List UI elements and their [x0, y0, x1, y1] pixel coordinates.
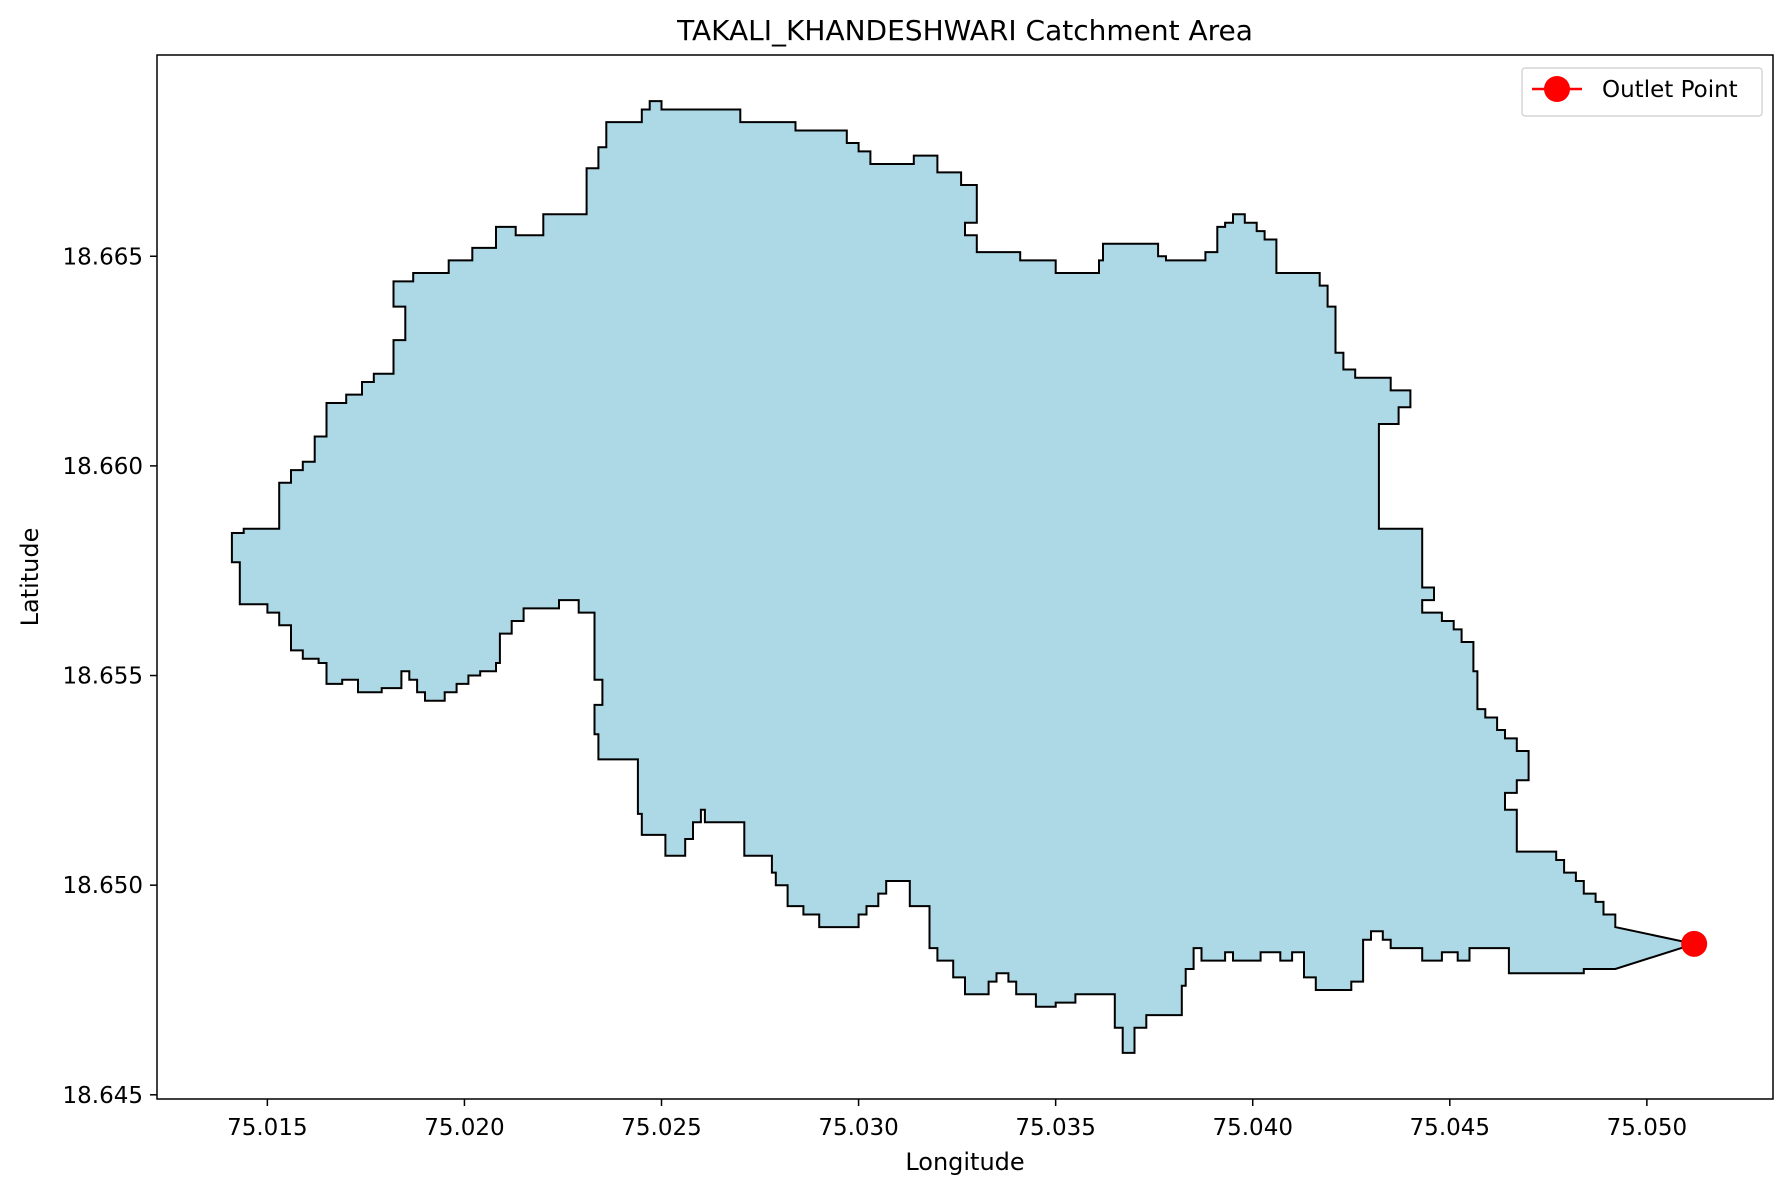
legend-label-outlet-point: Outlet Point — [1602, 77, 1738, 103]
y-tick-label: 18.650 — [63, 873, 143, 899]
x-tick-label: 75.045 — [1410, 1115, 1490, 1141]
x-tick-label: 75.020 — [424, 1115, 504, 1141]
x-tick-label: 75.015 — [227, 1115, 307, 1141]
y-tick-label: 18.645 — [63, 1083, 143, 1109]
outlet-point — [1681, 930, 1708, 957]
y-tick-label: 18.660 — [63, 454, 143, 480]
legend-box — [1521, 67, 1763, 117]
x-tick-label: 75.030 — [818, 1115, 898, 1141]
y-axis: 18.645 18.650 18.655 18.660 18.665 — [63, 244, 157, 1109]
x-tick-label: 75.035 — [1015, 1115, 1095, 1141]
y-tick-label: 18.655 — [63, 664, 143, 690]
x-axis: 75.015 75.020 75.025 75.030 75.035 75.040 75.0… — [227, 1099, 1687, 1141]
x-tick-label: 75.050 — [1607, 1115, 1687, 1141]
plot-area — [156, 54, 1774, 1100]
legend: Outlet Point — [1521, 67, 1763, 117]
outlet-point-marker — [1681, 930, 1708, 957]
catchment-polygon — [230, 100, 1699, 1054]
chart-title: TAKALI_KHANDESHWARI Catchment Area — [676, 14, 1253, 47]
y-tick-label: 18.665 — [63, 244, 143, 270]
x-tick-label: 75.025 — [621, 1115, 701, 1141]
x-tick-label: 75.040 — [1212, 1115, 1292, 1141]
axes-frame — [156, 54, 1774, 1100]
x-axis-label: Longitude — [905, 1148, 1024, 1176]
legend-marker-icon — [1544, 76, 1570, 102]
y-axis-label: Latitude — [16, 528, 44, 627]
